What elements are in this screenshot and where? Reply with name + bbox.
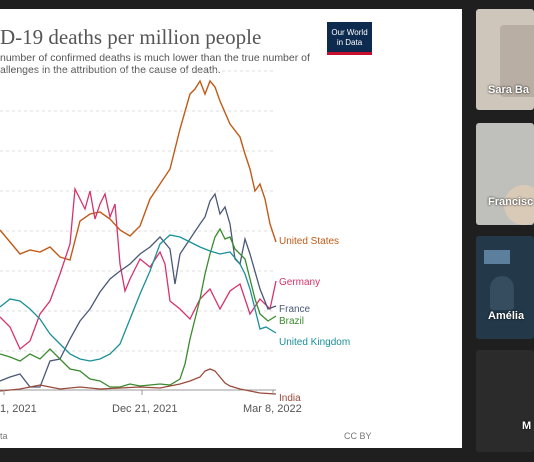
series-label: United States [279, 236, 339, 247]
participant-name: M [522, 420, 532, 432]
gridlines [0, 70, 276, 391]
participant-name: Francisc [488, 196, 534, 208]
participant-tile[interactable]: M [476, 350, 534, 452]
participant-tile[interactable]: Sara Ba [476, 9, 534, 110]
footer-source: ta [0, 431, 8, 441]
series-label: Brazil [279, 316, 304, 327]
series-line-brazil [0, 227, 277, 388]
participant-video [500, 25, 534, 97]
chart-subtitle-line2: allenges in the attribution of the cause… [0, 64, 221, 76]
chart-title: D-19 deaths per million people [0, 25, 262, 49]
series-line-india [0, 368, 277, 395]
series-label: Germany [279, 277, 320, 288]
participant-name: Sara Ba [488, 84, 529, 96]
series-line-united-states [0, 79, 277, 261]
owid-logo: Our World in Data [327, 22, 372, 55]
series-line-united-kingdom [0, 234, 277, 362]
series-line-germany [0, 186, 277, 351]
participant-tile[interactable]: Francisc [476, 123, 534, 225]
participant-tile[interactable]: Amélia [476, 236, 534, 339]
chart-subtitle-line1: number of confirmed deaths is much lower… [0, 52, 310, 64]
series-label: India [279, 393, 301, 404]
x-tick-label: Dec 21, 2021 [112, 403, 177, 415]
participant-name: Amélia [488, 310, 525, 322]
series-label: United Kingdom [279, 337, 350, 348]
series-label: France [279, 304, 311, 315]
participant-video [484, 250, 510, 264]
participant-video [504, 185, 534, 225]
x-tick-label: 1, 2021 [0, 403, 37, 415]
participant-video [490, 276, 514, 310]
x-tick-label: Mar 8, 2022 [243, 403, 302, 415]
shared-screen: D-19 deaths per million people number of… [0, 9, 462, 448]
footer-license: CC BY [344, 431, 372, 441]
